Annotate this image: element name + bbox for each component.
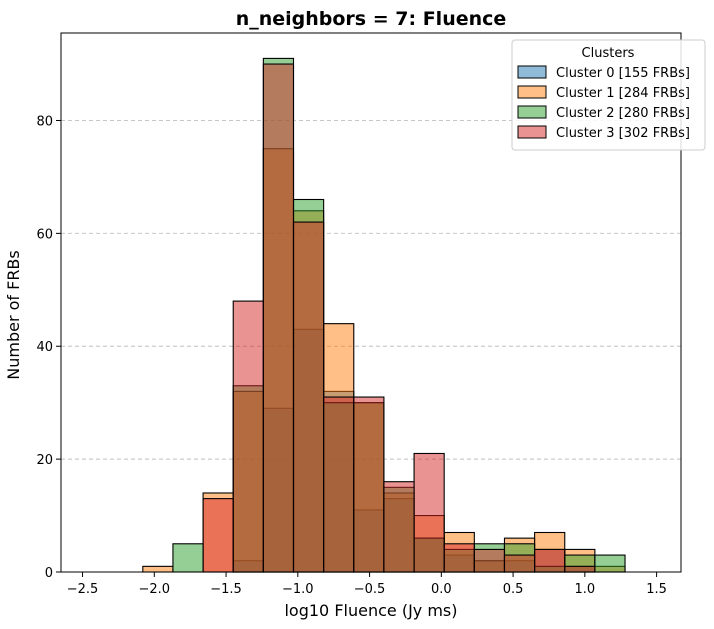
legend-swatch [517,85,547,99]
legend-frame [511,39,706,151]
histogram-bar [353,396,385,573]
histogram-bar [202,498,234,573]
histogram-bar [473,548,506,573]
histogram-bar [443,543,475,573]
histogram-bar [534,548,566,573]
histogram-bar [594,554,626,573]
x-axis-ticks: −2.5 −2.0 −1.5 −1.0 −0.5 0.0 0.5 1.0 1.5 [67,572,667,597]
y-tick-label: 60 [36,227,53,242]
x-tick-label: 1.5 [646,582,667,597]
legend-label: Cluster 0 [155 FRBs] [556,66,690,81]
legend-swatch [517,65,547,79]
y-tick-label: 20 [36,453,53,468]
histogram-bar [142,565,174,573]
legend: Clusters Cluster 0 [155 FRBs] Cluster 1 [… [511,39,706,151]
legend-items: Cluster 0 [155 FRBs] Cluster 1 [284 FRBs]… [517,65,690,141]
histogram-bar [172,543,204,573]
histogram-bar [262,63,295,573]
x-tick-label: 0.0 [431,582,452,597]
x-tick-label: 0.5 [503,582,524,597]
x-axis-label: log10 Fluence (Jy ms) [284,601,457,620]
plot-frame [60,32,682,573]
legend-label: Cluster 1 [284 FRBs] [556,86,690,101]
x-tick-label: −2.0 [138,582,170,597]
chart-title: n_neighbors = 7: Fluence [236,8,507,30]
x-tick-label: −1.5 [210,582,242,597]
histogram-bar [564,565,596,573]
histogram-bar [323,396,355,573]
y-tick-label: 40 [36,340,53,355]
series-3 [202,63,596,573]
y-tick-label: 80 [36,114,53,129]
histogram-bar [232,300,264,573]
histogram-bar [383,481,415,573]
x-tick-label: 1.0 [574,582,595,597]
histogram-bar [503,554,536,573]
y-axis-ticks: 0 20 40 60 80 [36,114,61,581]
x-tick-label: −2.5 [67,582,99,597]
legend-swatch [517,105,547,119]
x-tick-label: −0.5 [354,582,386,597]
x-tick-label: −1.0 [282,582,314,597]
y-tick-label: 0 [45,566,53,581]
histogram-bar [413,452,445,573]
legend-label: Cluster 3 [302 FRBs] [556,126,690,141]
legend-swatch [517,125,547,139]
legend-label: Cluster 2 [280 FRBs] [556,106,690,121]
y-axis-label: Number of FRBs [4,250,23,380]
histogram-bar [292,221,325,573]
bars-layer [142,57,626,573]
legend-title: Clusters [582,46,635,61]
